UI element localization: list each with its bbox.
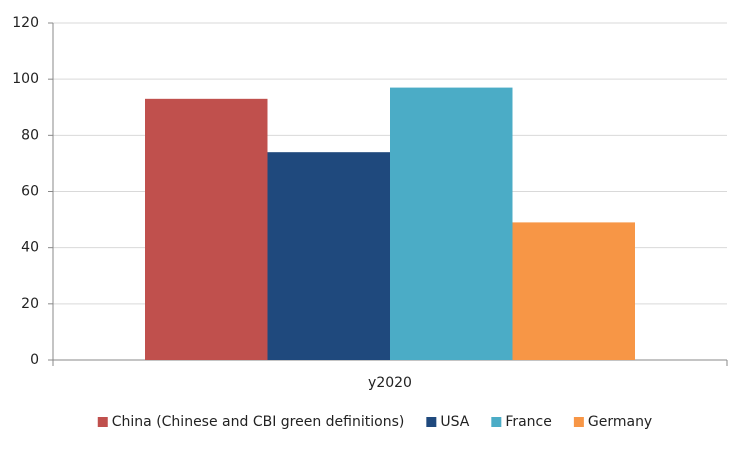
y-tick-label: 80 xyxy=(21,127,39,143)
y-tick-label: 60 xyxy=(21,184,39,200)
bar xyxy=(267,152,390,360)
y-tick-label: 0 xyxy=(30,352,39,368)
legend-label: Germany xyxy=(588,414,652,430)
bar xyxy=(512,222,635,360)
legend-label: France xyxy=(505,414,552,430)
y-tick-label: 20 xyxy=(21,296,39,312)
legend-label: USA xyxy=(440,414,469,430)
legend-label: China (Chinese and CBI green definitions… xyxy=(112,414,405,430)
legend-swatch xyxy=(426,417,437,427)
legend-swatch xyxy=(573,417,584,427)
bar xyxy=(390,87,513,360)
legend-swatch xyxy=(97,417,108,427)
y-tick-label: 40 xyxy=(21,240,39,256)
x-tick-label: y2020 xyxy=(368,375,412,391)
y-tick-label: 100 xyxy=(12,71,39,87)
legend-swatch xyxy=(491,417,502,427)
y-tick-label: 120 xyxy=(12,15,39,31)
bar xyxy=(145,98,268,360)
